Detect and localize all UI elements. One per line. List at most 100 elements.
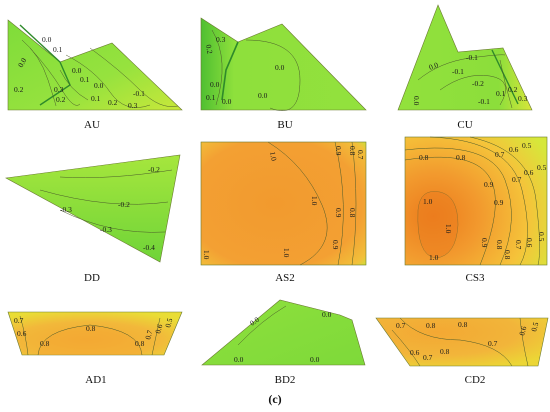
- panel-label-AU: AU: [84, 119, 100, 131]
- CU-contour-label: 0.1: [496, 89, 506, 98]
- DD-contour-label: -0.4: [143, 243, 155, 252]
- DD-contour-label: -0.3: [60, 205, 72, 214]
- AU-contour: [65, 54, 151, 108]
- AS2-domain: [200, 141, 367, 266]
- AU-contour-label: 0.2: [56, 95, 66, 104]
- CU-contour-label: 0.3: [518, 94, 528, 103]
- AU-domain: [7, 19, 183, 111]
- AU-contour-label: 0.0: [72, 66, 82, 75]
- panel-BD2: 0.0 0.0 0.0 0.0: [201, 299, 366, 366]
- AU-contour-label: 0.0: [16, 56, 29, 69]
- BD2-domain: [201, 299, 366, 366]
- panel-label-AS2: AS2: [275, 272, 295, 284]
- CU-contour-label: -0.1: [452, 67, 464, 76]
- CU-contour: [499, 59, 513, 109]
- AD1-contour-label: 0.8: [135, 339, 145, 348]
- CS3-contour: [429, 136, 528, 266]
- AD1-contour: [151, 317, 161, 356]
- BU-domain: [200, 17, 367, 111]
- CS3-contour-label: 0.6: [524, 168, 534, 177]
- CS3-contour-label: 1.0: [429, 253, 439, 262]
- CS3-high-region: [417, 191, 459, 259]
- CU-contour-label: -0.1: [466, 53, 478, 62]
- panel-label-CD2: CD2: [464, 374, 486, 386]
- DD-contour: [59, 169, 173, 178]
- BU-contour-label: 0.0: [258, 91, 268, 100]
- CD2-contour: [391, 329, 421, 367]
- panel-AD1: 0.7 0.6 0.8 0.8 0.8 0.7 0.6 0.5: [7, 311, 183, 356]
- AD1-contour-label: 0.6: [153, 323, 164, 335]
- AS2-contour-label: 0.9: [334, 208, 343, 218]
- panel-CS3: 0.5 0.6 0.7 0.8 0.8 0.9 0.9 0.7 0.6 0.5 …: [404, 136, 548, 266]
- CD2-contour-label: 0.7: [396, 321, 406, 330]
- CS3-contour-label: 0.8: [419, 153, 429, 162]
- AU-contour-label: 0.2: [108, 98, 118, 107]
- panel-label-BU: BU: [277, 119, 293, 131]
- CS3-contour-label: 0.7: [514, 240, 523, 250]
- CD2-contour-label: 0.7: [488, 339, 498, 348]
- AU-contour-label: 0.3: [128, 101, 138, 110]
- AS2-contour: [334, 141, 344, 266]
- CS3-contour-label: 0.9: [484, 180, 494, 189]
- panel-CU: 0.0 -0.1 -0.1 -0.2 0.0 -0.1 0.1 0.2 0.3: [397, 4, 533, 111]
- AS2-contour-label: 0.8: [348, 208, 357, 218]
- AU-contour-label: 0.3: [54, 85, 64, 94]
- AU-contour-label: 0.2: [14, 85, 24, 94]
- CS3-contour: [404, 147, 512, 266]
- CS3-contour: [404, 156, 496, 266]
- AU-contour-label: 0.0: [42, 35, 52, 44]
- panel-label-CU: CU: [457, 119, 473, 131]
- CD2-contour: [399, 317, 513, 367]
- CU-contour-label: 0.0: [412, 96, 421, 106]
- CD2-contour-label: 0.7: [423, 353, 433, 362]
- AS2-contour-label: 0.9: [331, 240, 340, 250]
- CD2-contour-label: 0.5: [529, 321, 540, 333]
- AU-contour: [59, 69, 89, 101]
- panel-CD2: 0.7 0.8 0.8 0.6 0.7 0.8 0.7 0.6 0.5: [375, 317, 549, 367]
- AU-contour: [89, 47, 179, 107]
- BU-contour-label: 0.3: [216, 35, 226, 44]
- CD2-contour: [519, 317, 529, 367]
- CD2-contour-label: 0.6: [410, 348, 420, 357]
- AD1-contour-label: 0.7: [143, 329, 154, 341]
- panel-label-BD2: BD2: [274, 374, 296, 386]
- BD2-contour-label: 0.0: [234, 355, 244, 364]
- panel-BU: 0.2 0.3 0.0 0.0 0.0 0.1 0.0: [200, 17, 367, 111]
- CS3-contour-label: 0.9: [494, 198, 504, 207]
- CS3-contour: [469, 136, 540, 266]
- CD2-contour-label: 0.8: [458, 320, 468, 329]
- CU-contour-label: -0.2: [472, 79, 484, 88]
- panel-label-AD1: AD1: [85, 374, 107, 386]
- CS3-contour-label: 0.8: [495, 240, 504, 250]
- BU-contour-label: 0.2: [204, 44, 215, 55]
- AS2-contour: [351, 141, 357, 266]
- CS3-contour-label: 0.6: [525, 238, 534, 248]
- CU-ridge: [491, 49, 519, 105]
- CS3-contour-label: 1.0: [444, 224, 453, 234]
- AU-contour-label: -0.1: [133, 89, 145, 98]
- CS3-contour-label: 0.8: [503, 250, 512, 260]
- AU-contour-label: 0.1: [91, 94, 101, 103]
- AU-contour-label: 0.0: [94, 81, 104, 90]
- AS2-contour-label: 1.0: [282, 248, 291, 258]
- DD-contour: [59, 209, 166, 233]
- BD2-contour-label: 0.0: [322, 310, 332, 319]
- AS2-contour-label: 0.7: [356, 150, 365, 160]
- BU-contour-label: 0.0: [210, 80, 220, 89]
- AD1-contour-label: 0.6: [17, 329, 27, 338]
- AU-ridge: [19, 24, 71, 106]
- BD2-contour: [237, 305, 287, 346]
- AS2-contour-label: 0.8: [348, 146, 357, 156]
- CS3-contour-label: 0.5: [522, 141, 532, 150]
- AD1-contour-label: 0.5: [163, 317, 174, 329]
- BD2-contour-label: 0.0: [310, 355, 320, 364]
- AD1-contour-label: 0.8: [86, 324, 96, 333]
- DD-contour: [39, 189, 169, 205]
- AD1-contour: [19, 315, 29, 356]
- CD2-contour-label: 0.6: [517, 325, 528, 337]
- CS3-contour-label: 0.5: [537, 163, 547, 172]
- CU-contour-label: 0.0: [428, 60, 440, 72]
- DD-contour-label: -0.3: [100, 225, 112, 234]
- panel-DD: -0.2 -0.2 -0.3 -0.3 -0.4: [5, 154, 181, 263]
